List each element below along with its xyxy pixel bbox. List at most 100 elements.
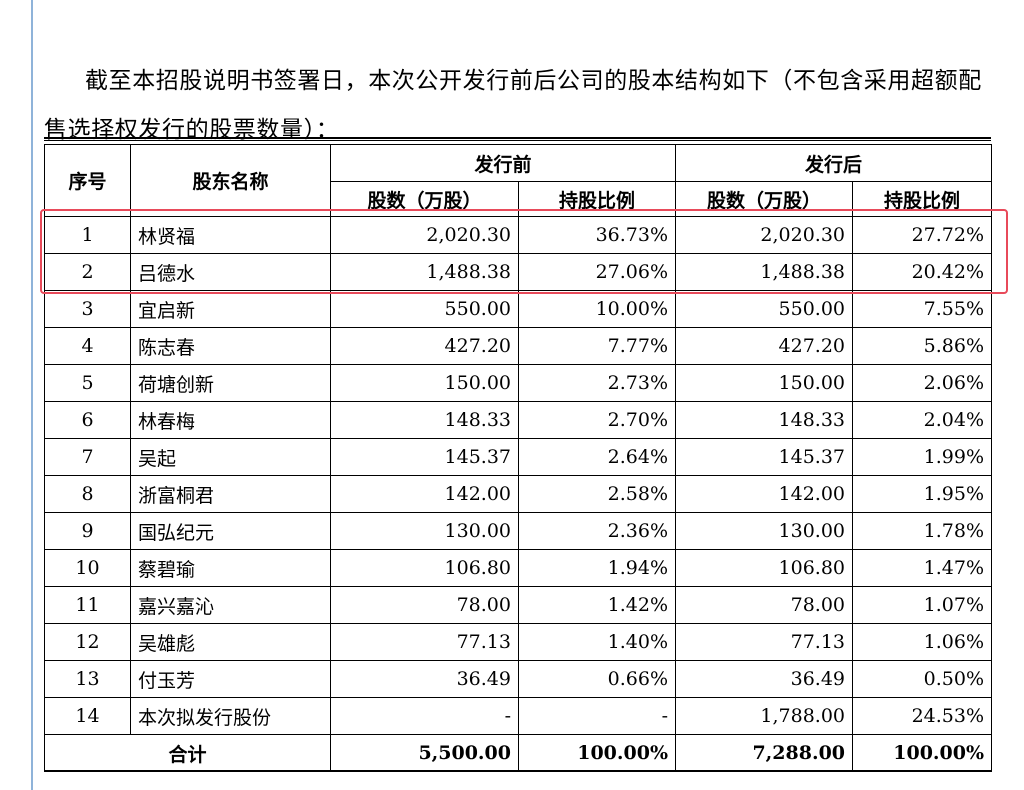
row-ratio-before: 2.64% xyxy=(517,438,677,476)
row-shares-before: 2,020.30 xyxy=(330,216,519,254)
row-shareholder-name: 林贤福 xyxy=(130,216,331,254)
row-ratio-before: 2.70% xyxy=(517,401,677,439)
total-ratio-before: 100.00% xyxy=(517,734,677,772)
row-shareholder-name: 林春梅 xyxy=(130,401,331,439)
row-ratio-before: 2.58% xyxy=(517,475,677,513)
row-shares-before: 148.33 xyxy=(330,401,519,439)
row-shareholder-name: 国弘纪元 xyxy=(130,512,331,550)
row-shares-after: 142.00 xyxy=(675,475,854,513)
row-ratio-after: 2.04% xyxy=(852,401,993,439)
row-index: 4 xyxy=(44,327,131,365)
table-bottom-rule xyxy=(44,770,991,772)
row-ratio-after: 1.47% xyxy=(852,549,993,587)
table-top-rule xyxy=(44,137,991,139)
row-shares-after: 77.13 xyxy=(675,623,854,661)
table-row: 11 嘉兴嘉沁 78.00 1.42% 78.00 1.07% xyxy=(44,586,993,624)
row-shareholder-name: 荷塘创新 xyxy=(130,364,331,402)
shareholder-table: 序号 股东名称 发行前 发行后 股数（万股） 持股比例 股数（万股） 持股比例 … xyxy=(44,144,993,772)
row-ratio-before: 0.66% xyxy=(517,660,677,698)
row-shares-before: 427.20 xyxy=(330,327,519,365)
row-ratio-after: 1.99% xyxy=(852,438,993,476)
row-shares-after: 2,020.30 xyxy=(675,216,854,254)
table-row: 6 林春梅 148.33 2.70% 148.33 2.04% xyxy=(44,401,993,439)
row-shares-after: 106.80 xyxy=(675,549,854,587)
row-ratio-after: 27.72% xyxy=(852,216,993,254)
table-header-row-1: 序号 股东名称 发行前 发行后 xyxy=(44,144,993,217)
header-ratio-after: 持股比例 xyxy=(852,181,993,217)
row-shares-before: 36.49 xyxy=(330,660,519,698)
row-shareholder-name: 本次拟发行股份 xyxy=(130,697,331,735)
total-shares-before: 5,500.00 xyxy=(330,734,519,772)
header-shares-before: 股数（万股） xyxy=(330,181,519,217)
row-ratio-before: 7.77% xyxy=(517,327,677,365)
row-shares-after: 1,488.38 xyxy=(675,253,854,291)
table-row: 1 林贤福 2,020.30 36.73% 2,020.30 27.72% xyxy=(44,216,993,254)
row-ratio-before: 10.00% xyxy=(517,290,677,328)
row-shares-before: 77.13 xyxy=(330,623,519,661)
table-row: 13 付玉芳 36.49 0.66% 36.49 0.50% xyxy=(44,660,993,698)
row-shares-after: 145.37 xyxy=(675,438,854,476)
row-ratio-after: 20.42% xyxy=(852,253,993,291)
row-ratio-after: 7.55% xyxy=(852,290,993,328)
row-shares-before: - xyxy=(330,697,519,735)
row-ratio-after: 1.06% xyxy=(852,623,993,661)
row-shareholder-name: 付玉芳 xyxy=(130,660,331,698)
row-index: 3 xyxy=(44,290,131,328)
row-ratio-after: 1.95% xyxy=(852,475,993,513)
row-ratio-before: 1.42% xyxy=(517,586,677,624)
row-index: 8 xyxy=(44,475,131,513)
row-shares-before: 106.80 xyxy=(330,549,519,587)
row-ratio-before: 1.40% xyxy=(517,623,677,661)
row-ratio-before: 27.06% xyxy=(517,253,677,291)
row-ratio-before: 1.94% xyxy=(517,549,677,587)
row-shareholder-name: 宜启新 xyxy=(130,290,331,328)
row-shares-before: 1,488.38 xyxy=(330,253,519,291)
row-ratio-before: 2.36% xyxy=(517,512,677,550)
row-shares-after: 78.00 xyxy=(675,586,854,624)
row-index: 10 xyxy=(44,549,131,587)
row-index: 11 xyxy=(44,586,131,624)
row-ratio-before: 2.73% xyxy=(517,364,677,402)
row-shares-after: 148.33 xyxy=(675,401,854,439)
table-row: 3 宜启新 550.00 10.00% 550.00 7.55% xyxy=(44,290,993,328)
row-ratio-after: 1.78% xyxy=(852,512,993,550)
table-top-rule-thin xyxy=(44,140,991,141)
row-ratio-after: 1.07% xyxy=(852,586,993,624)
row-shares-before: 550.00 xyxy=(330,290,519,328)
row-index: 6 xyxy=(44,401,131,439)
header-name: 股东名称 xyxy=(130,144,331,217)
row-ratio-before: - xyxy=(517,697,677,735)
row-shares-before: 142.00 xyxy=(330,475,519,513)
table-row: 12 吴雄彪 77.13 1.40% 77.13 1.06% xyxy=(44,623,993,661)
row-index: 7 xyxy=(44,438,131,476)
row-shares-after: 550.00 xyxy=(675,290,854,328)
row-shares-before: 78.00 xyxy=(330,586,519,624)
row-shares-after: 427.20 xyxy=(675,327,854,365)
row-shareholder-name: 浙富桐君 xyxy=(130,475,331,513)
row-shares-after: 36.49 xyxy=(675,660,854,698)
total-label: 合计 xyxy=(44,734,331,772)
page-frame-left xyxy=(31,0,33,790)
row-index: 14 xyxy=(44,697,131,735)
row-index: 2 xyxy=(44,253,131,291)
table-row: 8 浙富桐君 142.00 2.58% 142.00 1.95% xyxy=(44,475,993,513)
table-row: 4 陈志春 427.20 7.77% 427.20 5.86% xyxy=(44,327,993,365)
table-row: 9 国弘纪元 130.00 2.36% 130.00 1.78% xyxy=(44,512,993,550)
row-shares-before: 130.00 xyxy=(330,512,519,550)
row-index: 13 xyxy=(44,660,131,698)
row-index: 12 xyxy=(44,623,131,661)
intro-paragraph: 截至本招股说明书签署日，本次公开发行前后公司的股本结构如下（不包含采用超额配售选… xyxy=(44,68,982,143)
header-index: 序号 xyxy=(44,144,131,217)
row-index: 9 xyxy=(44,512,131,550)
table-row: 10 蔡碧瑜 106.80 1.94% 106.80 1.47% xyxy=(44,549,993,587)
total-shares-after: 7,288.00 xyxy=(675,734,854,772)
row-shares-after: 1,788.00 xyxy=(675,697,854,735)
table-header-row-2: 股数（万股） 持股比例 股数（万股） 持股比例 xyxy=(45,181,993,217)
header-shares-after: 股数（万股） xyxy=(675,181,854,217)
row-shares-after: 150.00 xyxy=(675,364,854,402)
table-row: 2 吕德水 1,488.38 27.06% 1,488.38 20.42% xyxy=(44,253,993,291)
total-ratio-after: 100.00% xyxy=(852,734,993,772)
row-ratio-after: 24.53% xyxy=(852,697,993,735)
table-row: 7 吴起 145.37 2.64% 145.37 1.99% xyxy=(44,438,993,476)
header-after: 发行后 xyxy=(675,144,993,182)
